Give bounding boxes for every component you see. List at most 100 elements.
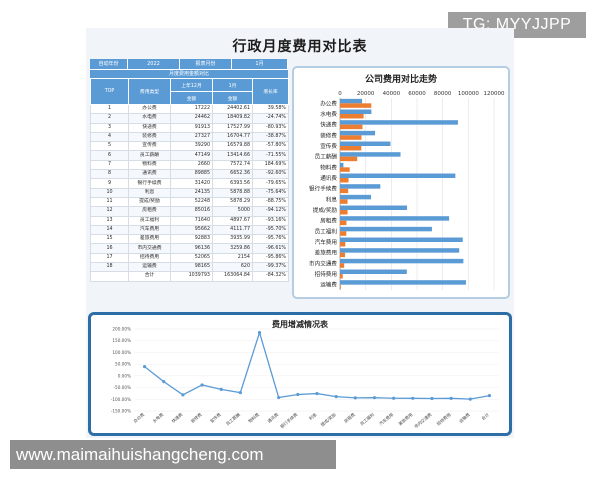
growth-rate-cell[interactable]: -79.65% <box>252 178 289 189</box>
expense-name-cell[interactable]: 银行手续费 <box>128 178 171 189</box>
prev-amount-cell[interactable]: 52065 <box>170 252 213 264</box>
month-label: 报表月份 <box>180 59 232 69</box>
expense-name-cell[interactable]: 合计 <box>128 271 171 282</box>
growth-rate-cell[interactable]: 184.69% <box>252 159 289 171</box>
rank-cell[interactable]: 3 <box>90 122 129 133</box>
current-amount-cell[interactable]: 5878.88 <box>212 187 253 198</box>
prev-amount-cell[interactable]: 96136 <box>170 243 213 254</box>
growth-rate-cell[interactable]: -24.74% <box>252 113 289 124</box>
expense-name-cell[interactable]: 员工薪酬 <box>128 150 171 161</box>
expense-name-cell[interactable]: 汽车费用 <box>128 224 171 236</box>
current-amount-cell[interactable]: 4897.67 <box>212 215 253 226</box>
growth-rate-cell[interactable]: -88.75% <box>252 196 289 208</box>
expense-name-cell[interactable]: 利息 <box>128 187 171 198</box>
growth-rate-cell[interactable]: -93.16% <box>252 215 289 226</box>
expense-name-cell[interactable]: 提成/奖励 <box>128 196 171 208</box>
growth-rate-cell[interactable]: -95.76% <box>252 234 289 245</box>
header-expense-type: 费用类型 <box>128 78 171 105</box>
prev-amount-cell[interactable]: 95662 <box>170 224 213 236</box>
expense-name-cell[interactable]: 办公费 <box>128 103 171 115</box>
prev-amount-cell[interactable]: 39290 <box>170 141 213 152</box>
growth-rate-cell[interactable]: 39.58% <box>252 103 289 115</box>
current-amount-cell[interactable]: 4111.77 <box>212 224 253 236</box>
prev-amount-cell[interactable]: 24462 <box>170 113 213 124</box>
current-amount-cell[interactable]: 3935.99 <box>212 234 253 245</box>
current-amount-cell[interactable]: 5000 <box>212 206 253 217</box>
current-amount-cell[interactable]: 6652.36 <box>212 169 253 180</box>
prev-amount-cell[interactable]: 92883 <box>170 234 213 245</box>
growth-rate-cell[interactable]: -94.12% <box>252 206 289 217</box>
prev-amount-cell[interactable]: 89885 <box>170 169 213 180</box>
growth-rate-cell[interactable]: -92.60% <box>252 169 289 180</box>
prev-amount-cell[interactable]: 98165 <box>170 262 213 273</box>
rank-cell[interactable]: 7 <box>90 159 129 171</box>
expense-name-cell[interactable]: 招待费用 <box>128 252 171 264</box>
prev-amount-cell[interactable]: 1039793 <box>170 271 213 282</box>
growth-rate-cell[interactable]: -95.70% <box>252 224 289 236</box>
rank-cell[interactable]: 6 <box>90 150 129 161</box>
expense-name-cell[interactable]: 通讯费 <box>128 169 171 180</box>
rank-cell[interactable]: 4 <box>90 131 129 143</box>
prev-amount-cell[interactable]: 24135 <box>170 187 213 198</box>
current-amount-cell[interactable]: 2154 <box>212 252 253 264</box>
current-amount-cell[interactable]: 5878.29 <box>212 196 253 208</box>
current-amount-cell[interactable]: 620 <box>212 262 253 273</box>
rank-cell[interactable]: 12 <box>90 206 129 217</box>
bar-series-2 <box>340 135 362 140</box>
growth-rate-cell[interactable]: -84.32% <box>252 271 289 282</box>
rank-cell[interactable]: 18 <box>90 262 129 273</box>
expense-name-cell[interactable]: 快递费 <box>128 122 171 133</box>
current-amount-cell[interactable]: 16579.88 <box>212 141 253 152</box>
expense-name-cell[interactable]: 员工福利 <box>128 215 171 226</box>
growth-rate-cell[interactable]: -99.37% <box>252 262 289 273</box>
prev-amount-cell[interactable]: 47149 <box>170 150 213 161</box>
rank-cell[interactable]: 9 <box>90 178 129 189</box>
current-amount-cell[interactable]: 3259.86 <box>212 243 253 254</box>
prev-amount-cell[interactable]: 91913 <box>170 122 213 133</box>
rank-cell[interactable]: 17 <box>90 252 129 264</box>
growth-rate-cell[interactable]: -80.93% <box>252 122 289 133</box>
prev-amount-cell[interactable]: 17222 <box>170 103 213 115</box>
growth-rate-cell[interactable]: -75.64% <box>252 187 289 198</box>
rank-cell[interactable]: 16 <box>90 243 129 254</box>
expense-name-cell[interactable]: 运输费 <box>128 262 171 273</box>
growth-rate-cell[interactable]: -96.61% <box>252 243 289 254</box>
current-amount-cell[interactable]: 7572.74 <box>212 159 253 171</box>
expense-name-cell[interactable]: 房租费 <box>128 206 171 217</box>
month-value[interactable]: 1月 <box>232 59 288 69</box>
growth-rate-cell[interactable]: -95.86% <box>252 252 289 264</box>
rank-cell[interactable]: 11 <box>90 196 129 208</box>
current-amount-cell[interactable]: 24402.61 <box>212 103 253 115</box>
current-amount-cell[interactable]: 16704.77 <box>212 131 253 143</box>
prev-amount-cell[interactable]: 27327 <box>170 131 213 143</box>
prev-amount-cell[interactable]: 71640 <box>170 215 213 226</box>
expense-name-cell[interactable]: 物料费 <box>128 159 171 171</box>
year-value[interactable]: 2022 <box>128 59 180 69</box>
rank-cell[interactable]: 15 <box>90 234 129 245</box>
current-amount-cell[interactable]: 6393.56 <box>212 178 253 189</box>
growth-rate-cell[interactable]: -57.80% <box>252 141 289 152</box>
expense-name-cell[interactable]: 宣传费 <box>128 141 171 152</box>
current-amount-cell[interactable]: 17527.99 <box>212 122 253 133</box>
expense-name-cell[interactable]: 装修费 <box>128 131 171 143</box>
current-amount-cell[interactable]: 18409.82 <box>212 113 253 124</box>
prev-amount-cell[interactable]: 52248 <box>170 196 213 208</box>
current-amount-cell[interactable]: 13414.66 <box>212 150 253 161</box>
rank-cell[interactable]: 1 <box>90 103 129 115</box>
current-amount-cell[interactable]: 163064.84 <box>212 271 253 282</box>
rank-cell[interactable]: 2 <box>90 113 129 124</box>
rank-cell[interactable] <box>90 271 129 282</box>
expense-name-cell[interactable]: 差旅费用 <box>128 234 171 245</box>
prev-amount-cell[interactable]: 2660 <box>170 159 213 171</box>
expense-name-cell[interactable]: 水电费 <box>128 113 171 124</box>
rank-cell[interactable]: 14 <box>90 224 129 236</box>
growth-rate-cell[interactable]: -71.55% <box>252 150 289 161</box>
rank-cell[interactable]: 10 <box>90 187 129 198</box>
expense-name-cell[interactable]: 市内交通费 <box>128 243 171 254</box>
prev-amount-cell[interactable]: 31420 <box>170 178 213 189</box>
rank-cell[interactable]: 13 <box>90 215 129 226</box>
rank-cell[interactable]: 8 <box>90 169 129 180</box>
growth-rate-cell[interactable]: -38.87% <box>252 131 289 143</box>
rank-cell[interactable]: 5 <box>90 141 129 152</box>
prev-amount-cell[interactable]: 85016 <box>170 206 213 217</box>
